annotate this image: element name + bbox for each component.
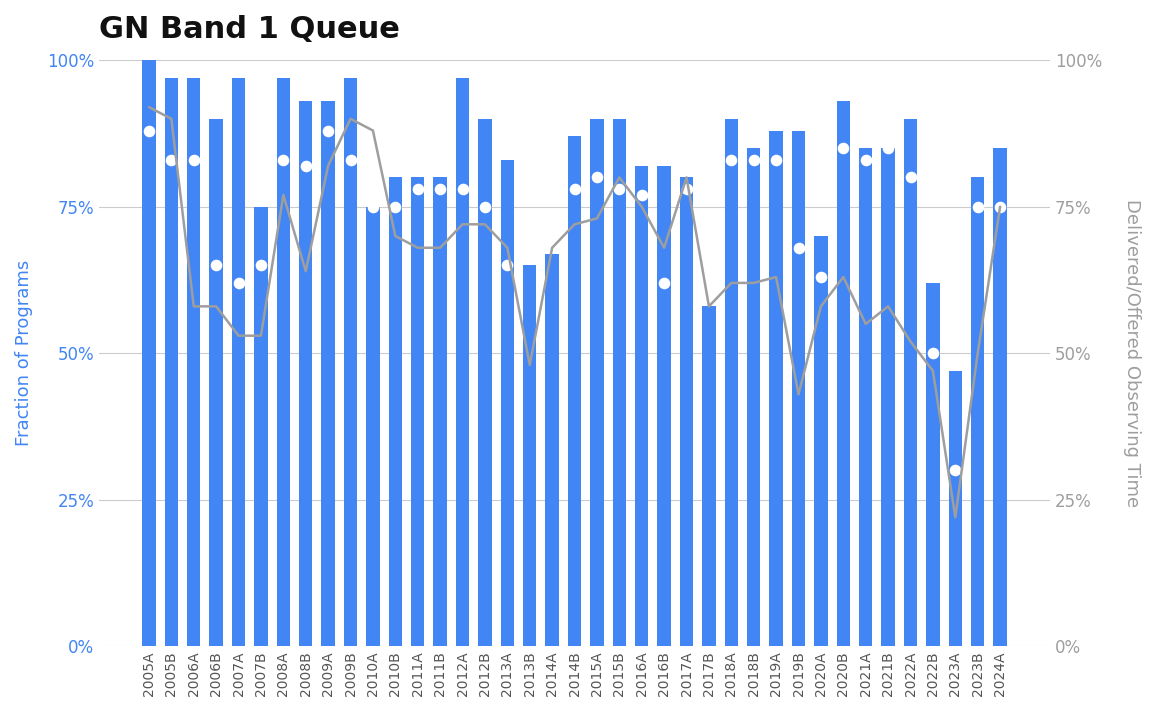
Bar <box>546 254 558 646</box>
Bar <box>501 160 514 646</box>
Point <box>431 183 450 195</box>
Point <box>386 201 405 213</box>
Bar <box>971 178 985 646</box>
Point <box>587 172 606 183</box>
Point <box>766 154 785 166</box>
Point <box>229 277 247 289</box>
Point <box>543 230 562 242</box>
Bar <box>434 178 447 646</box>
Bar <box>568 137 581 646</box>
Point <box>677 183 696 195</box>
Bar <box>881 148 895 646</box>
Point <box>879 142 897 154</box>
Point <box>902 172 920 183</box>
Bar <box>658 166 670 646</box>
Bar <box>209 119 223 646</box>
Bar <box>455 77 469 646</box>
Point <box>453 183 472 195</box>
Point <box>319 125 338 137</box>
Point <box>162 154 180 166</box>
Point <box>857 154 875 166</box>
Bar <box>680 178 694 646</box>
Bar <box>412 178 424 646</box>
Point <box>252 260 271 271</box>
Point <box>274 154 292 166</box>
Point <box>969 201 987 213</box>
Y-axis label: Fraction of Programs: Fraction of Programs <box>15 260 34 447</box>
Bar <box>343 77 357 646</box>
Point <box>207 260 225 271</box>
Point <box>722 154 741 166</box>
Text: GN Band 1 Queue: GN Band 1 Queue <box>99 15 400 44</box>
Point <box>610 183 629 195</box>
Point <box>699 183 718 195</box>
Bar <box>164 77 178 646</box>
Point <box>655 277 674 289</box>
Bar <box>299 101 312 646</box>
Bar <box>613 119 627 646</box>
Bar <box>859 148 873 646</box>
Bar <box>747 148 761 646</box>
Point <box>520 242 539 253</box>
Point <box>475 201 494 213</box>
Point <box>296 160 314 171</box>
Bar <box>926 283 940 646</box>
Bar <box>702 306 716 646</box>
Bar <box>254 207 268 646</box>
Bar <box>523 265 536 646</box>
Bar <box>366 207 379 646</box>
Point <box>341 154 360 166</box>
Point <box>632 189 651 201</box>
Bar <box>276 77 290 646</box>
Y-axis label: Delivered/Offered Observing Time: Delivered/Offered Observing Time <box>1122 199 1141 508</box>
Point <box>790 242 808 253</box>
Point <box>812 272 830 283</box>
Bar <box>949 371 962 646</box>
Bar <box>321 101 335 646</box>
Point <box>140 125 158 137</box>
Bar <box>232 77 245 646</box>
Point <box>946 465 964 476</box>
Bar <box>792 131 806 646</box>
Bar <box>993 148 1007 646</box>
Point <box>498 260 517 271</box>
Point <box>991 201 1009 213</box>
Bar <box>814 236 828 646</box>
Point <box>364 201 383 213</box>
Bar <box>837 101 850 646</box>
Point <box>408 183 427 195</box>
Bar <box>187 77 200 646</box>
Bar <box>591 119 603 646</box>
Bar <box>479 119 491 646</box>
Point <box>185 154 203 166</box>
Point <box>744 154 763 166</box>
Bar <box>142 60 156 646</box>
Point <box>924 348 942 359</box>
Bar <box>904 119 917 646</box>
Point <box>835 142 853 154</box>
Bar <box>635 166 649 646</box>
Point <box>565 183 584 195</box>
Bar <box>725 119 738 646</box>
Bar <box>388 178 402 646</box>
Bar <box>770 131 783 646</box>
